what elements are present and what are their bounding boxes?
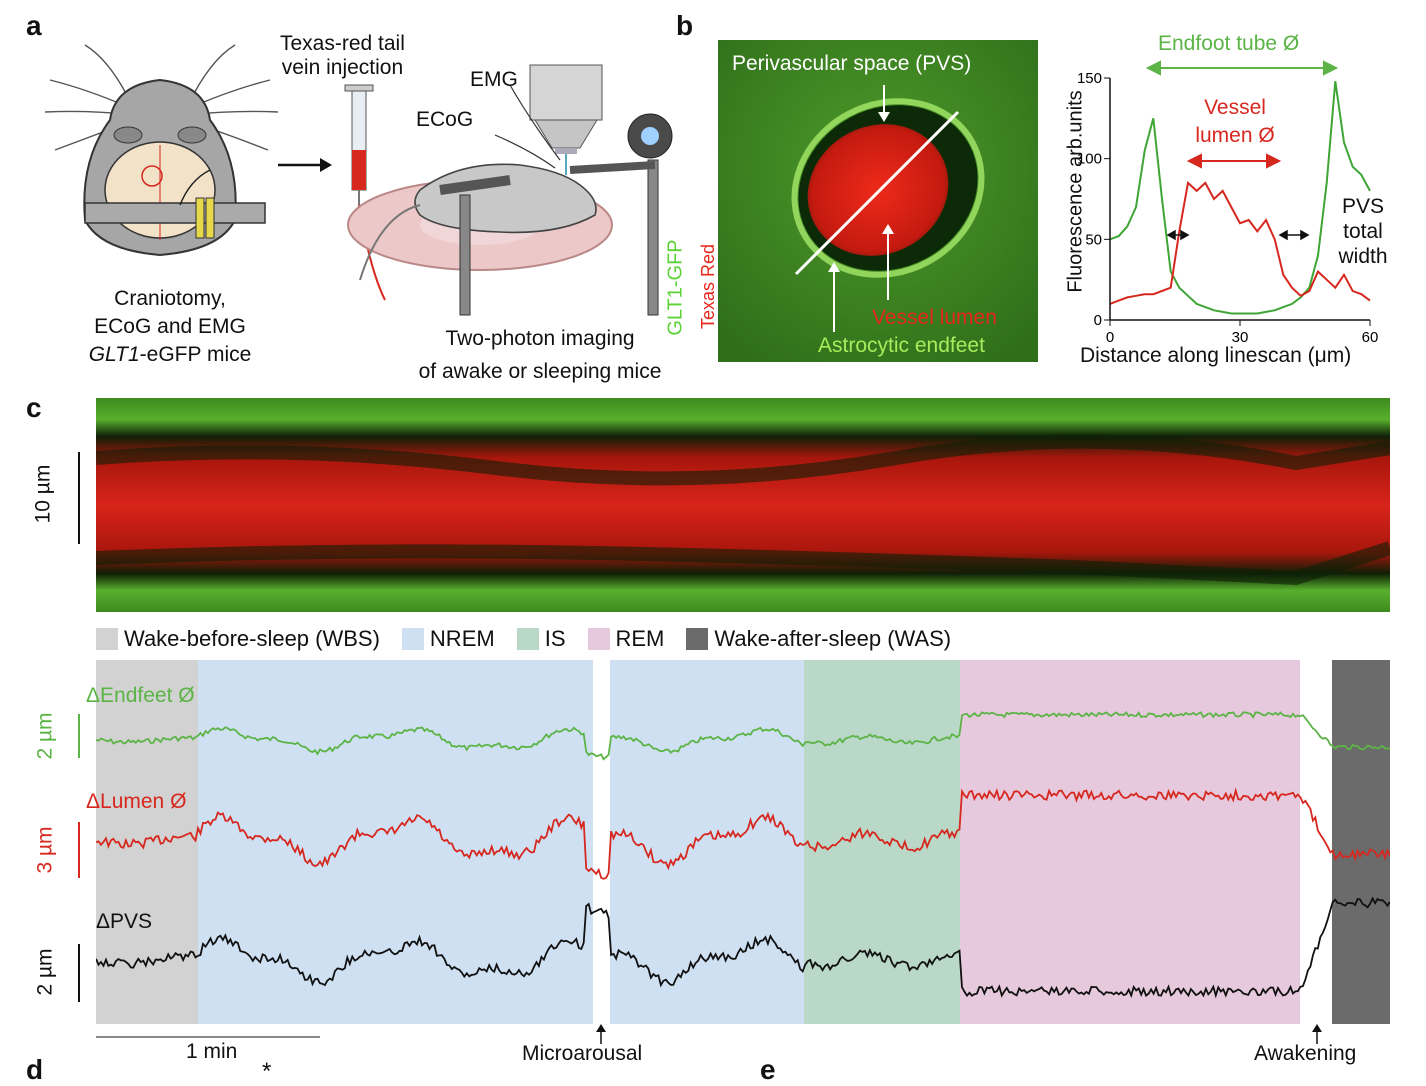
y-tick-label: 0 [1094, 312, 1102, 329]
pvs-total-line2: total [1343, 220, 1383, 243]
endfoot-tube-label: Endfoot tube Ø [1158, 32, 1300, 55]
texas-red-profile-line [1109, 180, 1371, 305]
vessel-micrograph [718, 40, 1038, 362]
legend-label-wbs: Wake-before-sleep (WBS) [124, 626, 380, 651]
lumen-scale-bar [78, 822, 80, 878]
glt1-italic: GLT1 [88, 343, 140, 366]
vessel-lumen-line1: Vessel [1204, 96, 1266, 119]
x-tick-label: 0 [1106, 329, 1114, 346]
pvs-total-line3: width [1338, 245, 1388, 268]
significance-star: * [262, 1058, 272, 1085]
linescan-kymograph [96, 398, 1390, 612]
legend-item-is: IS [516, 626, 566, 652]
panel-letter-c: c [26, 392, 42, 423]
caption-right-line2: of awake or sleeping mice [418, 360, 662, 383]
pvs-scale-bar [78, 944, 80, 1002]
legend-swatch-was [686, 628, 709, 650]
panel-letter-d: d [26, 1054, 44, 1085]
caption-left: Craniotomy, ECoG and EMG GLT1-eGFP mice [60, 285, 280, 369]
pvs-trace [96, 896, 1390, 999]
legend-label-is: IS [544, 626, 566, 651]
awakening-label: Awakening [1254, 1042, 1357, 1065]
endfeet-trace-label: ΔEndfeet Ø [86, 684, 195, 707]
lumen-trace-label: ΔLumen Ø [86, 790, 187, 813]
legend-label-was: Wake-after-sleep (WAS) [714, 626, 952, 651]
time-scale-bar [96, 1036, 320, 1038]
y-tick-label: 150 [1077, 70, 1102, 87]
endfeet-trace [96, 710, 1390, 761]
egfp-mice: -eGFP mice [139, 343, 252, 366]
vessel-lumen-line2: lumen Ø [1195, 124, 1275, 147]
y-tick-label: 100 [1077, 151, 1102, 168]
pvs-total-width-label: PVS total width [1328, 194, 1398, 269]
band-was [1332, 660, 1390, 1024]
vessel-lumen-diameter-label: Vessel lumen Ø [1175, 94, 1295, 150]
vessel-lumen-label: Vessel lumen [872, 306, 997, 329]
objective-illustration [529, 64, 603, 175]
injection-label: Texas-red tail vein injection [280, 32, 405, 80]
pvs-scale-label: 2 µm [33, 948, 57, 996]
chart-y-label: Fluorescence arb.units [1064, 90, 1087, 293]
sleep-traces-plot [96, 660, 1390, 1024]
legend-swatch-wbs [96, 628, 118, 650]
lumen-arrow [1186, 153, 1282, 169]
legend-item-rem: REM [587, 626, 665, 652]
band-rem [960, 660, 1300, 1024]
caption-left-line2: ECoG and EMG [94, 315, 246, 338]
kymograph-scale-bar [78, 452, 80, 544]
x-tick-label: 60 [1362, 329, 1379, 346]
time-scale-label: 1 min [186, 1040, 238, 1063]
caption-left-line3: GLT1-eGFP mice [60, 341, 280, 369]
legend-item-wbs: Wake-before-sleep (WBS) [96, 626, 380, 652]
chart-x-label: Distance along linescan (μm) [1080, 344, 1352, 367]
endfeet-scale-bar [78, 714, 80, 758]
endfoot-tube-arrow [1145, 60, 1339, 76]
panel-letter-a: a [26, 10, 42, 41]
legend-label-nrem: NREM [429, 626, 495, 651]
fluorescence-profile-chart: 0 50 100 150 0 30 60 [1077, 60, 1379, 346]
injection-label-line2: vein injection [281, 56, 404, 79]
lumen-scale-label: 3 µm [33, 826, 57, 874]
microarousal-label: Microarousal [522, 1042, 643, 1065]
ecog-label: ECoG [416, 108, 474, 131]
caption-left-line1: Craniotomy, [114, 287, 226, 310]
band-is [804, 660, 960, 1024]
pvs-label: Perivascular space (PVS) [732, 52, 972, 75]
pvs-arrows [1166, 229, 1310, 241]
x-tick-label: 30 [1232, 329, 1249, 346]
caption-right-line1: Two-photon imaging [445, 327, 635, 350]
legend-item-was: Wake-after-sleep (WAS) [686, 626, 951, 652]
gfp-profile-line [1109, 81, 1371, 315]
astrocytic-endfeet-label: Astrocytic endfeet [818, 334, 985, 357]
legend-label-rem: REM [615, 626, 665, 651]
legend-swatch-is [516, 628, 539, 650]
y-tick-label: 50 [1085, 231, 1102, 248]
event-markers [596, 1024, 1322, 1044]
channel-green-label: GLT1-GFP [664, 239, 687, 336]
panel-letter-b: b [676, 10, 694, 41]
panel-a-illustration [44, 44, 673, 316]
pvs-trace-label: ΔPVS [96, 910, 153, 933]
band-nrem-1 [198, 660, 593, 1024]
pvs-total-line1: PVS [1341, 195, 1385, 218]
legend-swatch-rem [587, 628, 610, 650]
legend-item-nrem: NREM [401, 626, 495, 652]
endfeet-scale-label: 2 µm [33, 712, 57, 760]
kymograph-scale-label: 10 µm [31, 464, 55, 524]
band-wbs [96, 660, 198, 1024]
lumen-trace [96, 787, 1390, 880]
injection-label-line1: Texas-red tail [280, 32, 405, 55]
caption-right: Two-photon imaging of awake or sleeping … [385, 322, 695, 388]
emg-label: EMG [470, 68, 518, 91]
legend-swatch-nrem [401, 628, 424, 650]
sleep-state-legend: Wake-before-sleep (WBS) NREM IS REM Wake… [96, 626, 973, 652]
channel-red-label: Texas Red [698, 243, 719, 330]
band-nrem-2 [610, 660, 804, 1024]
mouse-body-illustration [414, 163, 597, 234]
panel-letter-e: e [760, 1054, 776, 1085]
